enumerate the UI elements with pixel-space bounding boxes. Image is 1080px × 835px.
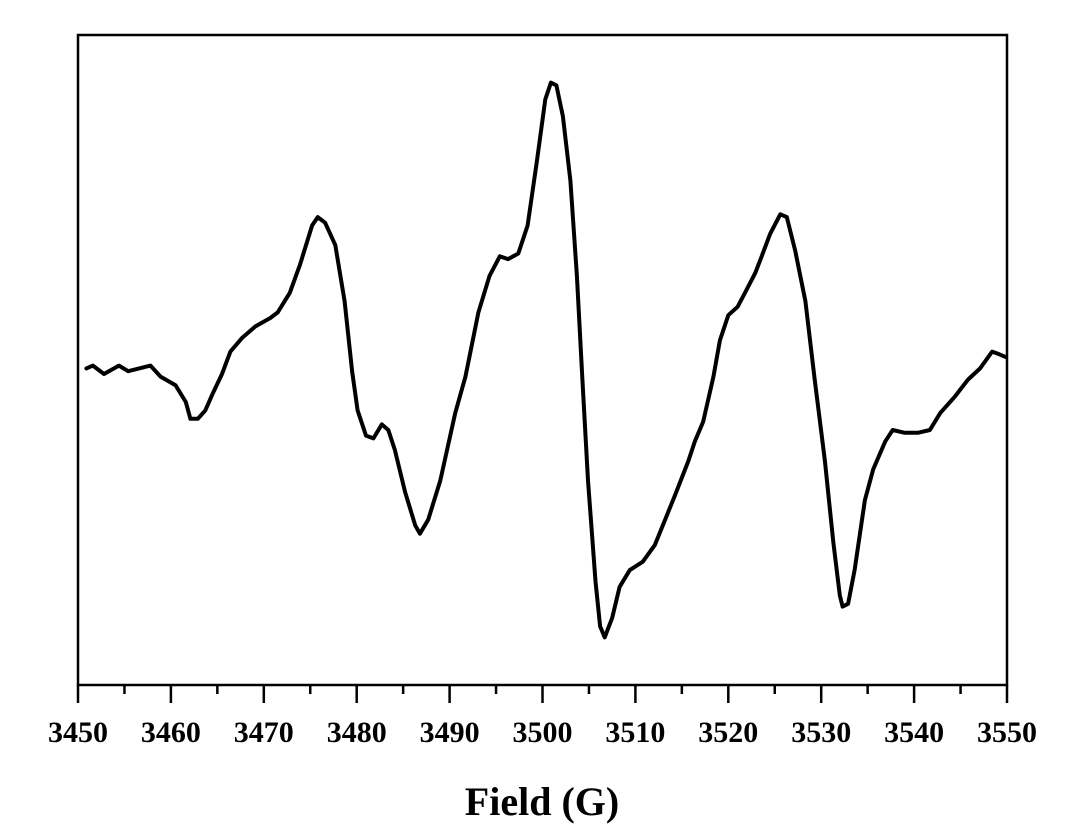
- x-axis-tick-labels: 3450 3460 3470 3480 3490 3500 3510 3520 3530 3540…: [48, 716, 1037, 749]
- x-tick-label: 3540: [884, 716, 944, 749]
- x-tick-label: 3480: [327, 716, 387, 749]
- x-tick-label: 3450: [48, 716, 108, 749]
- spectrum-line: [84, 80, 1009, 640]
- x-tick-label: 3550: [977, 716, 1037, 749]
- x-tick-label: 3490: [420, 716, 480, 749]
- x-axis-ticks: [76, 685, 1009, 703]
- x-tick-label: 3510: [605, 716, 665, 749]
- x-tick-label: 3530: [791, 716, 851, 749]
- x-tick-label: 3520: [698, 716, 758, 749]
- x-tick-label: 3500: [513, 716, 573, 749]
- x-tick-label: 3460: [141, 716, 201, 749]
- x-axis-title: Field (G): [465, 779, 619, 824]
- x-tick-label: 3470: [234, 716, 294, 749]
